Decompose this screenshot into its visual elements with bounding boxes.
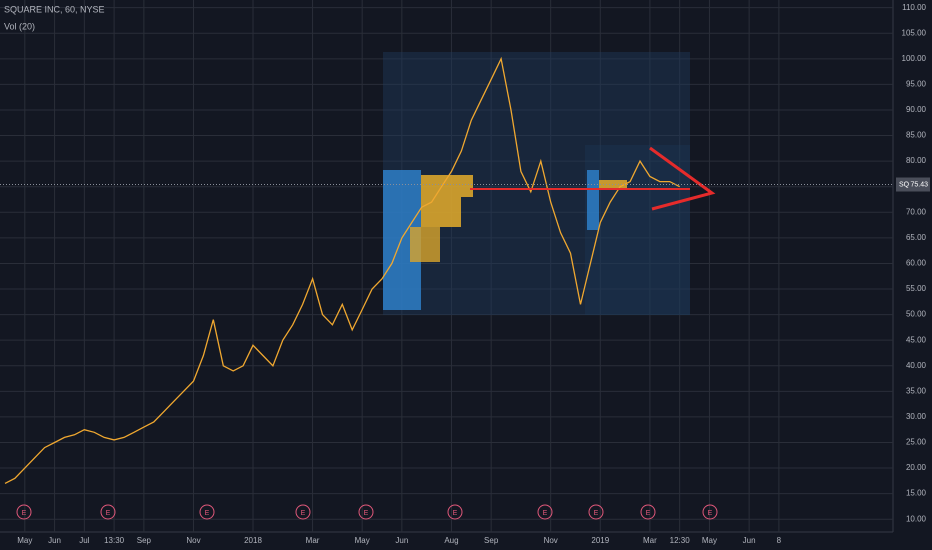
x-tick-label: 2018	[244, 536, 262, 545]
earnings-marker	[537, 504, 553, 520]
x-tick-label: Nov	[186, 536, 200, 545]
earnings-label: E	[646, 510, 651, 517]
y-tick-label: 85.00	[906, 131, 927, 140]
earnings-label: E	[453, 510, 458, 517]
profile-bars-down	[410, 227, 440, 262]
x-tick-label: Jun	[395, 536, 408, 545]
y-tick-label: 80.00	[906, 156, 927, 165]
profile-bars-up	[587, 170, 599, 230]
y-tick-label: 15.00	[906, 489, 927, 498]
drawn-arrow	[649, 146, 716, 211]
price-line	[4, 56, 680, 484]
earnings-label: E	[543, 510, 548, 517]
earnings-marker	[295, 504, 311, 520]
y-tick-label: 90.00	[906, 105, 927, 114]
x-tick-label: 13:30	[104, 536, 125, 545]
x-tick-label: May	[702, 536, 717, 545]
earnings-marker	[640, 504, 656, 520]
y-tick-label: 110.00	[902, 3, 926, 12]
earnings-label: E	[364, 510, 369, 517]
earnings-label: E	[301, 510, 306, 517]
earnings-label: E	[594, 510, 599, 517]
x-tick-label: Sep	[484, 536, 499, 545]
x-tick-label: Jun	[48, 536, 61, 545]
x-tick-label: 8	[777, 536, 782, 545]
y-tick-label: 50.00	[906, 310, 927, 319]
y-tick-label: 30.00	[906, 412, 927, 421]
x-tick-label: Jul	[79, 536, 89, 545]
last-price-label: 75.43	[910, 181, 928, 188]
x-tick-label: Mar	[643, 536, 657, 545]
volume-profile-box	[585, 145, 690, 315]
earnings-label: E	[22, 510, 27, 517]
profile-bars-down	[421, 175, 473, 197]
x-tick-label: Nov	[544, 536, 558, 545]
y-tick-label: 40.00	[906, 361, 927, 370]
y-tick-label: 60.00	[906, 259, 927, 268]
earnings-marker	[702, 504, 718, 520]
y-tick-label: 20.00	[906, 463, 927, 472]
earnings-label: E	[205, 510, 210, 517]
x-tick-label: 2019	[591, 536, 609, 545]
grid	[0, 0, 893, 532]
earnings-marker	[588, 504, 604, 520]
indicator-label: Vol (20)	[4, 21, 35, 31]
y-tick-label: 95.00	[906, 80, 927, 89]
profile-bars-down	[421, 197, 461, 227]
symbol-label: SQ	[899, 181, 910, 188]
chart-title: SQUARE INC, 60, NYSE	[4, 4, 105, 14]
x-tick-label: Jun	[743, 536, 756, 545]
y-tick-label: 35.00	[906, 386, 927, 395]
earnings-label: E	[708, 510, 713, 517]
y-tick-label: 55.00	[906, 284, 927, 293]
earnings-marker	[447, 504, 463, 520]
earnings-marker	[100, 504, 116, 520]
y-tick-label: 25.00	[906, 438, 927, 447]
earnings-label: E	[106, 510, 111, 517]
y-tick-label: 65.00	[906, 233, 927, 242]
y-tick-label: 45.00	[906, 335, 927, 344]
x-tick-label: May	[355, 536, 370, 545]
last-price-box	[896, 177, 930, 192]
y-tick-label: 70.00	[906, 207, 927, 216]
plot	[4, 56, 680, 484]
earnings-marker	[358, 504, 374, 520]
x-tick-label: May	[17, 536, 32, 545]
earnings-marker	[199, 504, 215, 520]
x-tick-label: Aug	[444, 536, 458, 545]
y-tick-label: 105.00	[902, 28, 927, 37]
y-tick-label: 100.00	[902, 54, 927, 63]
x-tick-label: 12:30	[670, 536, 691, 545]
earnings-marker	[16, 504, 32, 520]
x-tick-label: Sep	[137, 536, 152, 545]
y-tick-label: 10.00	[906, 514, 927, 523]
x-tick-label: Mar	[306, 536, 320, 545]
